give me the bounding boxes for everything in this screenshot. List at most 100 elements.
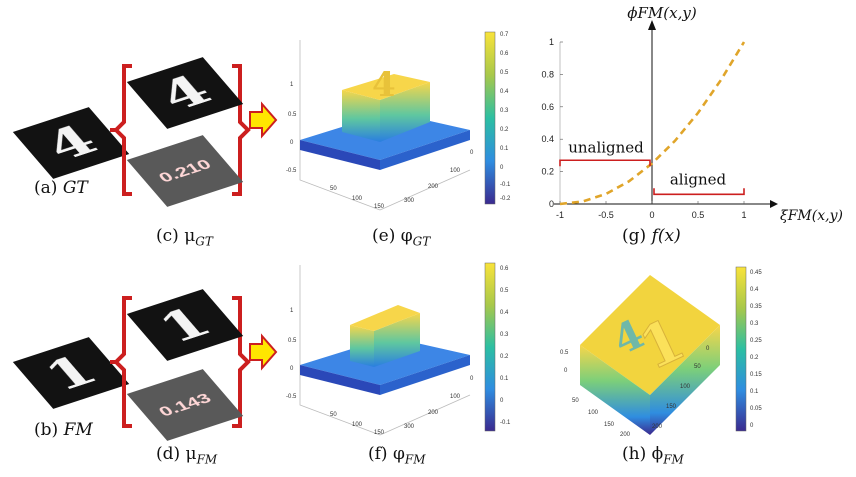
h-y-tick: 100 <box>680 384 691 390</box>
g-y-tick-label: 0.8 <box>541 69 554 79</box>
e-cbar-tick: 0.2 <box>500 127 509 133</box>
right-bracket-top <box>232 64 251 196</box>
e-y-tick: 200 <box>428 184 439 190</box>
e-z-tick: 1 <box>290 82 294 88</box>
g-x-tick-label: 0 <box>649 210 654 220</box>
g-series-line <box>559 41 746 206</box>
e-axis-frame <box>299 40 381 211</box>
chart-g: 0 0.2 0.4 0.6 0.8 1 -1 -0.5 0 0.5 1 ϕFM(x,y) ξFM(x,y… <box>541 4 843 224</box>
f-z-tick: 1 <box>290 308 294 314</box>
g-x-arrowhead <box>770 200 778 208</box>
caption-f: (f) φFM <box>368 444 426 467</box>
f-axis-floor <box>379 394 471 436</box>
caption-b: (b) FM <box>34 420 93 440</box>
e-x-tick: 50 <box>330 186 337 192</box>
h-x-tick: 50 <box>572 398 579 404</box>
caption-c: (c) μGT <box>156 226 213 249</box>
h-x-tick: 150 <box>604 422 615 428</box>
surface-plot-e: 4 <box>299 31 496 211</box>
g-x-tick-label: 0.5 <box>692 210 705 220</box>
h-colorbar-ticks: 0.45 0.4 0.35 0.3 0.25 0.2 0.15 0.1 0.05… <box>750 268 780 432</box>
h-cbar-tick: 0.15 <box>750 372 762 378</box>
surface-plot-f <box>299 262 496 436</box>
h-x-tick: 200 <box>620 432 631 438</box>
f-colorbar-ticks: 0.6 0.5 0.4 0.3 0.2 0.1 0 -0.1 <box>500 264 530 432</box>
h-front-face <box>580 345 650 435</box>
h-z-tick: 0.5 <box>560 350 569 356</box>
e-base-front <box>300 140 380 170</box>
h-x-tick: 100 <box>588 410 599 416</box>
e-y-tick: 300 <box>404 198 415 204</box>
arrow-bottom <box>249 333 278 371</box>
f-z-tick: 0.5 <box>288 338 297 344</box>
e-x-tick: 100 <box>352 196 363 202</box>
f-base-front <box>300 365 380 395</box>
h-cbar-tick: 0.45 <box>750 270 762 276</box>
f-block-top <box>350 305 420 331</box>
f-cbar-tick: 0.5 <box>500 288 509 294</box>
g-y-tick-label: 0 <box>549 199 554 209</box>
h-z-tick: 0 <box>564 368 568 374</box>
e-block-front <box>342 90 380 142</box>
e-block-side <box>380 82 430 142</box>
caption-d: (d) μFM <box>156 444 218 467</box>
caption-h: (h) ϕFM <box>622 444 684 467</box>
arrow-top <box>249 101 278 139</box>
h-cbar-tick: 0.05 <box>750 406 762 412</box>
g-xlabel: ξFM(x,y) <box>780 208 843 224</box>
f-cbar-tick: -0.1 <box>500 420 511 426</box>
h-cbar-tick: 0.2 <box>750 355 759 361</box>
g-x-tick-label: -0.5 <box>598 210 614 220</box>
h-y-tick: 200 <box>652 424 663 430</box>
caption-g: (g) f(x) <box>622 226 681 246</box>
f-x-tick: 100 <box>352 422 363 428</box>
f-y-tick: 100 <box>450 394 461 400</box>
e-axis-floor <box>379 169 471 211</box>
f-z-tick: 0 <box>290 366 294 372</box>
e-cbar-tick: 0 <box>500 165 504 171</box>
f-base-side <box>380 355 470 395</box>
g-x-tick-label: -1 <box>556 210 564 220</box>
e-cbar-tick: 0.4 <box>500 89 509 95</box>
f-z-tick: -0.5 <box>286 394 297 400</box>
e-z-tick: 0 <box>290 140 294 146</box>
f-cbar-tick: 0.4 <box>500 310 509 316</box>
right-bracket-bottom <box>232 296 251 428</box>
g-y-arrowhead <box>648 20 656 30</box>
h-cbar-tick: 0 <box>750 423 754 429</box>
f-y-tick: 300 <box>404 424 415 430</box>
g-title: ϕFM(x,y) <box>627 4 697 22</box>
e-z-tick: 0.5 <box>288 112 297 118</box>
f-y-tick: 200 <box>428 410 439 416</box>
e-cbar-tick: -0.2 <box>500 196 511 202</box>
g-y-tick-label: 0.6 <box>541 102 554 112</box>
e-block-glyph: 4 <box>372 65 396 105</box>
h-cbar-tick: 0.4 <box>750 287 759 293</box>
f-cbar-tick: 0.2 <box>500 354 509 360</box>
f-axis-frame <box>299 265 381 436</box>
e-y-tick: 0 <box>470 150 474 156</box>
f-x-tick: 50 <box>330 412 337 418</box>
f-cbar-tick: 0.6 <box>500 266 509 272</box>
g-unaligned-bracket <box>559 159 651 167</box>
e-cbar-tick: 0.5 <box>500 70 509 76</box>
g-aligned-bracket <box>653 188 745 196</box>
h-top-face <box>580 275 720 395</box>
e-colorbar-ticks: 0.7 0.6 0.5 0.4 0.3 0.2 0.1 0 -0.1 -0.2 <box>500 30 530 202</box>
e-colorbar <box>484 31 496 205</box>
g-y-tick-label: 1 <box>549 37 554 47</box>
h-cbar-tick: 0.25 <box>750 338 762 344</box>
g-unaligned-label: unaligned <box>568 138 644 156</box>
f-x-tick: 150 <box>374 430 385 436</box>
f-colorbar <box>484 262 496 432</box>
h-cbar-tick: 0.1 <box>750 389 759 395</box>
f-cbar-tick: 0 <box>500 398 504 404</box>
e-x-tick: 150 <box>374 204 385 210</box>
h-y-tick: 0 <box>706 346 710 352</box>
g-aligned-label: aligned <box>670 170 727 188</box>
e-cbar-tick: 0.1 <box>500 146 509 152</box>
e-cbar-tick: 0.3 <box>500 108 509 114</box>
e-y-tick: 100 <box>450 168 461 174</box>
h-y-tick: 50 <box>694 364 701 370</box>
e-cbar-tick: -0.1 <box>500 182 511 188</box>
